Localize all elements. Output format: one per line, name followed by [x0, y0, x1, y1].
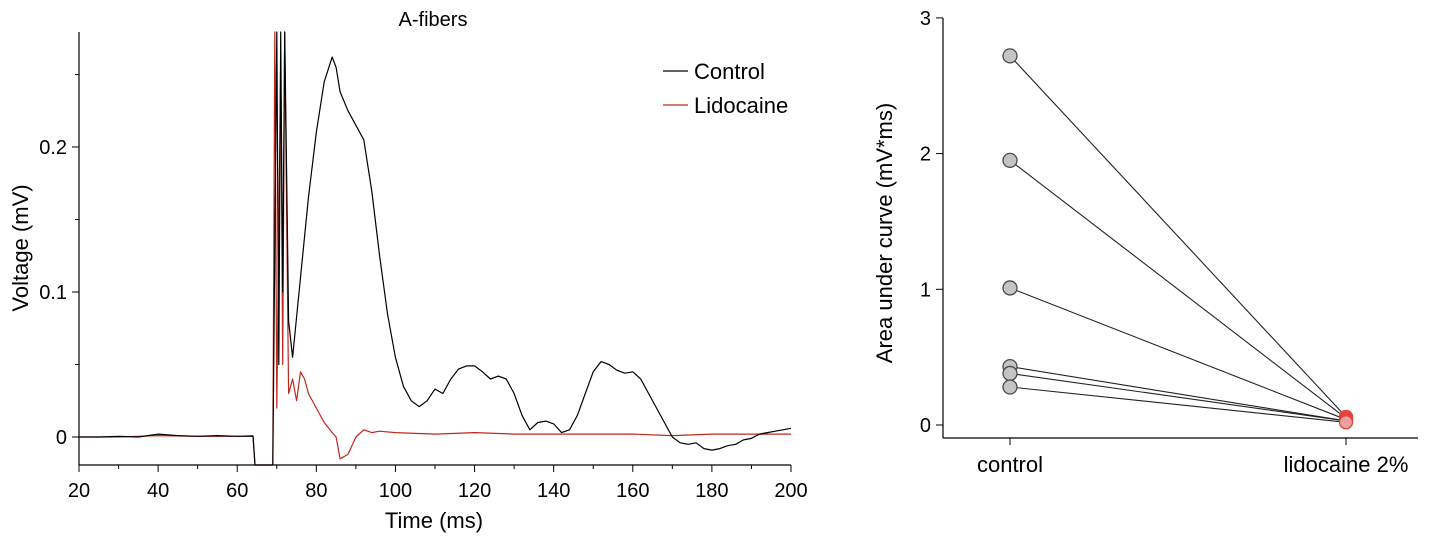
y-tick-label: 0.2	[39, 137, 67, 159]
x-tick-label: 140	[537, 480, 570, 502]
pair-line	[1009, 287, 1347, 421]
right-y-tick-label: 2	[920, 144, 931, 166]
series-control-line	[79, 31, 792, 466]
y-tick-label: 0.1	[39, 282, 67, 304]
right-y-tick-label: 3	[920, 8, 931, 30]
x-tick-label: 160	[616, 480, 649, 502]
category-label-control: control	[977, 452, 1043, 477]
y-axis-label: Voltage (mV)	[8, 184, 33, 311]
x-tick-label: 120	[458, 480, 491, 502]
x-tick-label: 100	[379, 480, 412, 502]
control-point	[1002, 365, 1018, 382]
control-point	[1002, 280, 1018, 296]
pair-line	[1009, 55, 1347, 418]
x-tick-label: 40	[147, 480, 169, 502]
legend-label-lidocaine: Lidocaine	[694, 93, 788, 118]
legend-label-control: Control	[694, 59, 765, 84]
control-point	[1002, 379, 1018, 395]
pair-line	[1009, 386, 1347, 423]
left-axes: 20 40 60 80 100 120 140 160 180 200 0 0.1 0.2	[39, 32, 808, 502]
control-point	[1002, 48, 1018, 64]
voltage-trace-panel: A-fibers 20 40 60 80 100 120 140 160 180 200 0 0.1 0…	[8, 9, 808, 533]
chart-title: A-fibers	[399, 9, 468, 31]
pair-line	[1009, 372, 1347, 422]
series-lidocaine-line	[79, 31, 791, 466]
pair-line	[1009, 159, 1347, 419]
category-label-lidocaine: lidocaine 2%	[1284, 452, 1409, 477]
legend: Control Lidocaine	[663, 59, 788, 118]
right-axes: 0 1 2 3	[920, 8, 1418, 445]
right-y-tick-label: 0	[920, 415, 931, 437]
x-tick-label: 80	[305, 480, 327, 502]
lidocaine-point	[1338, 415, 1354, 430]
paired-points	[1002, 48, 1354, 430]
paired-lines	[1009, 55, 1347, 423]
x-axis-label: Time (ms)	[385, 508, 483, 533]
x-tick-label: 20	[68, 480, 90, 502]
x-tick-label: 180	[695, 480, 728, 502]
pair-line	[1009, 366, 1347, 422]
x-tick-label: 60	[226, 480, 248, 502]
y-tick-label: 0	[56, 427, 67, 449]
left-series	[79, 31, 792, 466]
x-tick-label: 200	[774, 480, 807, 502]
right-y-tick-label: 1	[920, 279, 931, 301]
control-point	[1002, 152, 1018, 169]
right-y-axis-label: Area under curve (mV*ms)	[872, 103, 897, 363]
area-under-curve-panel: 0 1 2 3 control lidocaine 2% Area under cur…	[872, 8, 1418, 477]
